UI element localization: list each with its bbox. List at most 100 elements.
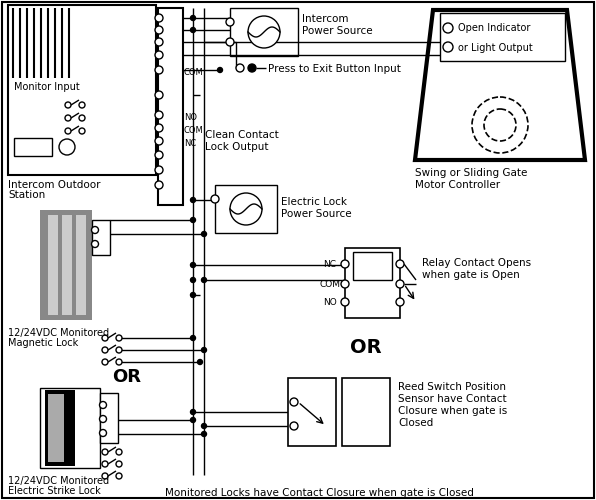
Circle shape: [65, 102, 71, 108]
Circle shape: [396, 298, 404, 306]
Circle shape: [443, 23, 453, 33]
Text: Power Source: Power Source: [281, 209, 352, 219]
Circle shape: [116, 473, 122, 479]
Text: Electric Lock: Electric Lock: [281, 197, 347, 207]
Circle shape: [65, 128, 71, 134]
Bar: [40, 388, 100, 468]
Circle shape: [191, 218, 195, 222]
Circle shape: [100, 416, 107, 422]
Bar: [353, 252, 392, 280]
Circle shape: [102, 461, 108, 467]
Circle shape: [443, 42, 453, 52]
Text: Press to Exit Button Input: Press to Exit Button Input: [268, 64, 401, 74]
Text: Closure when gate is: Closure when gate is: [398, 406, 507, 416]
Bar: [230, 8, 298, 56]
Polygon shape: [415, 10, 585, 160]
Circle shape: [92, 240, 98, 248]
Circle shape: [201, 278, 206, 282]
Circle shape: [218, 68, 222, 72]
Bar: [288, 378, 336, 446]
Circle shape: [92, 226, 98, 234]
Circle shape: [100, 402, 107, 408]
Circle shape: [197, 360, 203, 364]
Bar: [40, 210, 92, 320]
Bar: [48, 394, 64, 462]
Text: Swing or Sliding Gate: Swing or Sliding Gate: [415, 168, 527, 178]
Circle shape: [102, 473, 108, 479]
Circle shape: [79, 102, 85, 108]
Text: 12/24VDC Monitored: 12/24VDC Monitored: [8, 476, 109, 486]
Circle shape: [155, 91, 163, 99]
Circle shape: [155, 181, 163, 189]
Bar: [8, 5, 156, 175]
Text: Closed: Closed: [398, 418, 433, 428]
Text: Station: Station: [8, 190, 45, 200]
Circle shape: [341, 298, 349, 306]
Circle shape: [230, 193, 262, 225]
Circle shape: [116, 449, 122, 455]
Circle shape: [155, 137, 163, 145]
Circle shape: [201, 348, 206, 352]
Circle shape: [116, 347, 122, 353]
Circle shape: [155, 14, 163, 22]
Circle shape: [236, 64, 244, 72]
Circle shape: [211, 195, 219, 203]
Circle shape: [65, 115, 71, 121]
Text: Electric Strike Lock: Electric Strike Lock: [8, 486, 101, 496]
Text: Lock Output: Lock Output: [205, 142, 269, 152]
Bar: [92, 220, 110, 255]
Circle shape: [484, 109, 516, 141]
Circle shape: [102, 347, 108, 353]
Text: Power Source: Power Source: [302, 26, 372, 36]
Circle shape: [191, 198, 195, 202]
Circle shape: [155, 26, 163, 34]
Text: OR: OR: [350, 338, 381, 357]
Text: OR: OR: [112, 368, 141, 386]
Text: COM: COM: [319, 280, 340, 289]
Bar: [62, 215, 72, 315]
Circle shape: [191, 28, 195, 32]
Circle shape: [191, 418, 195, 422]
Bar: [100, 393, 118, 443]
Circle shape: [102, 335, 108, 341]
Circle shape: [290, 398, 298, 406]
Circle shape: [201, 232, 206, 236]
Text: NC: NC: [184, 139, 196, 148]
Text: Sensor have Contact: Sensor have Contact: [398, 394, 507, 404]
Circle shape: [396, 280, 404, 288]
Circle shape: [191, 262, 195, 268]
Circle shape: [59, 139, 75, 155]
Circle shape: [155, 124, 163, 132]
Bar: [215, 185, 277, 233]
Circle shape: [102, 449, 108, 455]
Circle shape: [116, 359, 122, 365]
Text: 12/24VDC Monitored: 12/24VDC Monitored: [8, 328, 109, 338]
Text: COM: COM: [184, 126, 204, 135]
Bar: [14, 138, 52, 156]
Circle shape: [79, 128, 85, 134]
Text: Intercom: Intercom: [302, 14, 349, 24]
Circle shape: [191, 410, 195, 414]
Text: Open Indicator: Open Indicator: [458, 23, 530, 33]
Text: NO: NO: [323, 298, 337, 307]
Circle shape: [248, 64, 256, 72]
Text: Motor Controller: Motor Controller: [415, 180, 500, 190]
Circle shape: [100, 430, 107, 436]
Circle shape: [226, 18, 234, 26]
Circle shape: [155, 66, 163, 74]
Circle shape: [155, 38, 163, 46]
Text: Reed Switch Position: Reed Switch Position: [398, 382, 506, 392]
Bar: [158, 8, 183, 205]
Bar: [345, 248, 400, 318]
Bar: [48, 215, 58, 315]
Circle shape: [116, 461, 122, 467]
Text: COM: COM: [184, 68, 204, 77]
Circle shape: [191, 16, 195, 20]
Circle shape: [155, 51, 163, 59]
Text: when gate is Open: when gate is Open: [422, 270, 520, 280]
Circle shape: [155, 151, 163, 159]
Circle shape: [472, 97, 528, 153]
Text: Relay Contact Opens: Relay Contact Opens: [422, 258, 531, 268]
Text: Magnetic Lock: Magnetic Lock: [8, 338, 78, 348]
Circle shape: [102, 359, 108, 365]
